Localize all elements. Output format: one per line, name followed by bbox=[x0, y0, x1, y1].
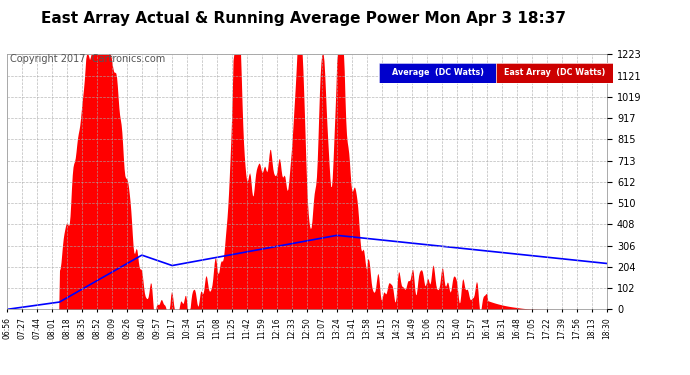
Text: East Array  (DC Watts): East Array (DC Watts) bbox=[504, 68, 605, 77]
Text: East Array Actual & Running Average Power Mon Apr 3 18:37: East Array Actual & Running Average Powe… bbox=[41, 11, 566, 26]
Text: Copyright 2017  Cartronics.com: Copyright 2017 Cartronics.com bbox=[10, 54, 166, 64]
Text: Average  (DC Watts): Average (DC Watts) bbox=[392, 68, 484, 77]
